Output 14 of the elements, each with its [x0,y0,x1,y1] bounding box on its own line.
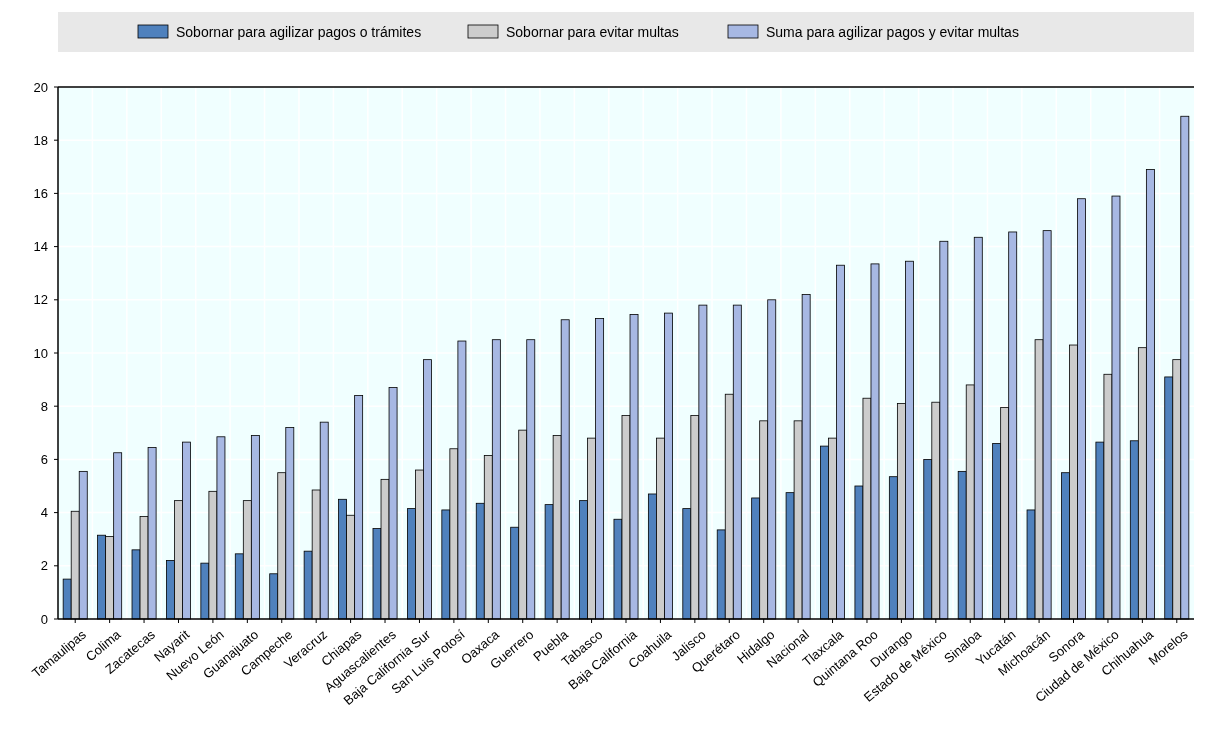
y-tick-label: 16 [33,185,48,201]
y-tick-label: 18 [33,132,48,148]
y-tick-label: 12 [33,292,48,308]
legend-label: Sobornar para evitar multas [506,23,679,40]
y-tick-label: 8 [40,398,48,414]
y-tick-label: 2 [40,558,48,574]
legend-label: Suma para agilizar pagos y evitar multas [766,23,1019,40]
y-tick-label: 0 [40,611,48,627]
y-tick-label: 4 [40,505,48,521]
y-tick-label: 20 [33,79,48,95]
legend-label: Sobornar para agilizar pagos o trámites [176,23,422,40]
y-tick-label: 14 [33,239,48,255]
y-tick-label: 6 [40,451,48,467]
y-tick-label: 10 [33,345,48,361]
